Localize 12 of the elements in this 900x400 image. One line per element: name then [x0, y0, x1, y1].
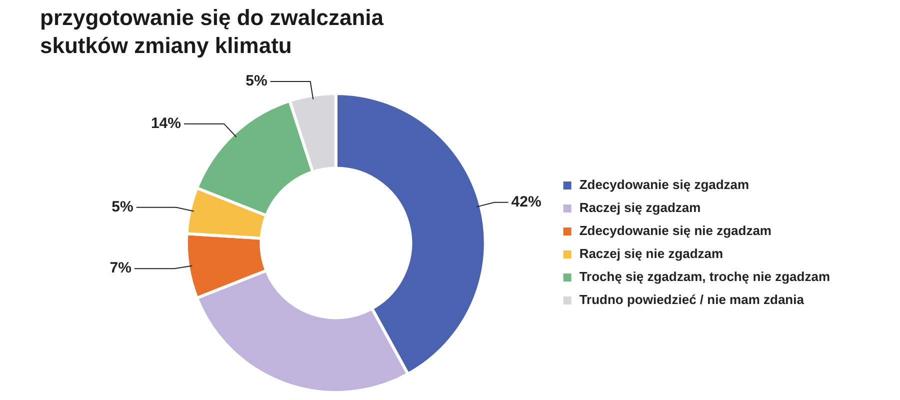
data-label: 42%: [511, 193, 542, 210]
data-label: 7%: [110, 260, 132, 277]
legend-label: Raczej się nie zgadzam: [579, 246, 724, 262]
legend-label: Zdecydowanie się zgadzam: [579, 177, 750, 192]
legend-label: Trochę się zgadzam, trochę nie zgadzam: [579, 269, 830, 284]
data-label: 5%: [112, 198, 134, 216]
legend-label: Zdecydowanie się nie zgadzam: [579, 223, 772, 238]
legend-label: Trudno powiedzieć / nie mam zdania: [579, 292, 805, 308]
data-label: 5%: [246, 72, 268, 90]
data-label: 14%: [150, 114, 181, 132]
legend-label: Raczej się zgadzam: [579, 200, 701, 216]
chart-title: przygotowanie się do zwalczania skutków zmiany klimatu: [40, 4, 384, 60]
